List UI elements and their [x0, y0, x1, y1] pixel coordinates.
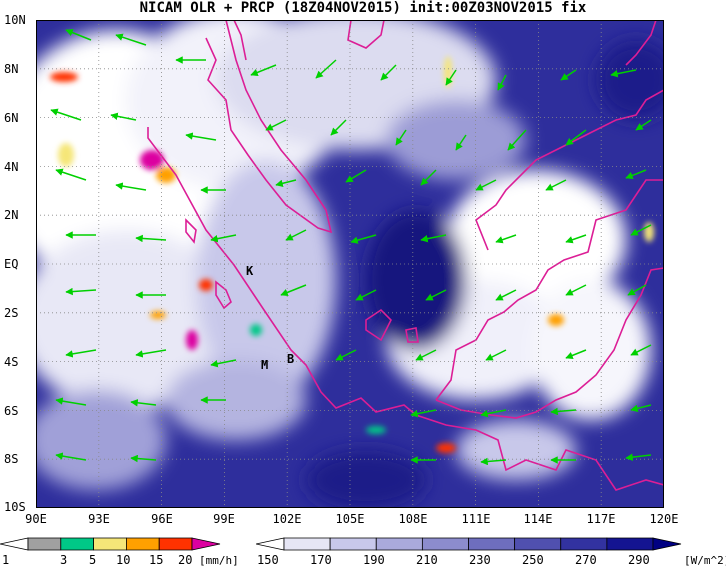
wind-vectors — [50, 29, 652, 466]
prcp-colorbar-segment — [93, 537, 127, 551]
lon-label: 108E — [398, 512, 428, 526]
map-canvas — [36, 20, 664, 508]
lat-label: 10S — [4, 500, 26, 514]
lat-label: 2S — [4, 306, 19, 320]
olr-tick: 190 — [363, 553, 385, 567]
prcp-unit: [mm/h] — [199, 554, 239, 567]
grid-lines — [36, 20, 664, 508]
lon-label: 114E — [523, 512, 553, 526]
prcp-tick: 10 — [116, 553, 131, 567]
precip-layer — [50, 56, 654, 453]
lon-label: 102E — [272, 512, 302, 526]
prcp-tick: 20 — [178, 553, 193, 567]
map-border — [36, 20, 664, 508]
prcp-colorbar — [0, 537, 221, 551]
map-panel: K M B — [36, 20, 664, 508]
olr-tick: 170 — [310, 553, 332, 567]
olr-tick: 290 — [628, 553, 650, 567]
olr-colorbar-segment — [652, 537, 682, 551]
lat-label: 6N — [4, 111, 19, 125]
prcp-colorbar-segment — [27, 537, 62, 551]
olr-colorbar-segment — [283, 537, 331, 551]
lat-label: EQ — [4, 257, 19, 271]
prcp-colorbar-segment — [158, 537, 193, 551]
prcp-tick: 1 — [2, 553, 10, 567]
lat-label: 4N — [4, 160, 19, 174]
olr-tick: 250 — [522, 553, 544, 567]
olr-tick: 270 — [575, 553, 597, 567]
lon-label: 105E — [335, 512, 365, 526]
olr-colorbar — [256, 537, 682, 551]
station-b: B — [287, 352, 295, 366]
map-title: NICAM OLR + PRCP (18Z04NOV2015) init:00Z… — [139, 0, 587, 16]
olr-tick: 150 — [257, 553, 279, 567]
olr-colorbar-segment — [375, 537, 423, 551]
olr-colorbar-segment — [329, 537, 377, 551]
lon-label: 96E — [151, 512, 173, 526]
olr-tick: 210 — [416, 553, 438, 567]
prcp-colorbar-segment — [60, 537, 94, 551]
prcp-tick: 3 — [60, 553, 68, 567]
prcp-colorbar-segment — [191, 537, 221, 551]
prcp-tick: 5 — [89, 553, 97, 567]
lon-label: 93E — [88, 512, 110, 526]
olr-colorbar-segment — [514, 537, 562, 551]
lat-label: 2N — [4, 208, 19, 222]
olr-colorbar-segment — [256, 537, 285, 551]
station-k: K — [246, 264, 254, 278]
lat-label: 6S — [4, 404, 19, 418]
lon-label: 99E — [213, 512, 235, 526]
olr-colorbar-segment — [468, 537, 516, 551]
prcp-colorbar-segment — [126, 537, 160, 551]
prcp-tick: 15 — [149, 553, 164, 567]
lon-label: 90E — [25, 512, 47, 526]
lon-label: 120E — [649, 512, 679, 526]
prcp-colorbar-segment — [0, 537, 29, 551]
station-m: M — [261, 358, 269, 372]
olr-colorbar-segment — [421, 537, 469, 551]
lat-label: 8N — [4, 62, 19, 76]
olr-colorbar-segment — [606, 537, 654, 551]
lon-label: 117E — [586, 512, 616, 526]
lon-label: 111E — [461, 512, 491, 526]
lat-label: 8S — [4, 452, 19, 466]
olr-unit: [W/m^2] — [684, 554, 726, 567]
olr-tick: 230 — [469, 553, 491, 567]
lat-label: 10N — [4, 13, 26, 27]
olr-colorbar-segment — [560, 537, 608, 551]
lat-label: 4S — [4, 355, 19, 369]
